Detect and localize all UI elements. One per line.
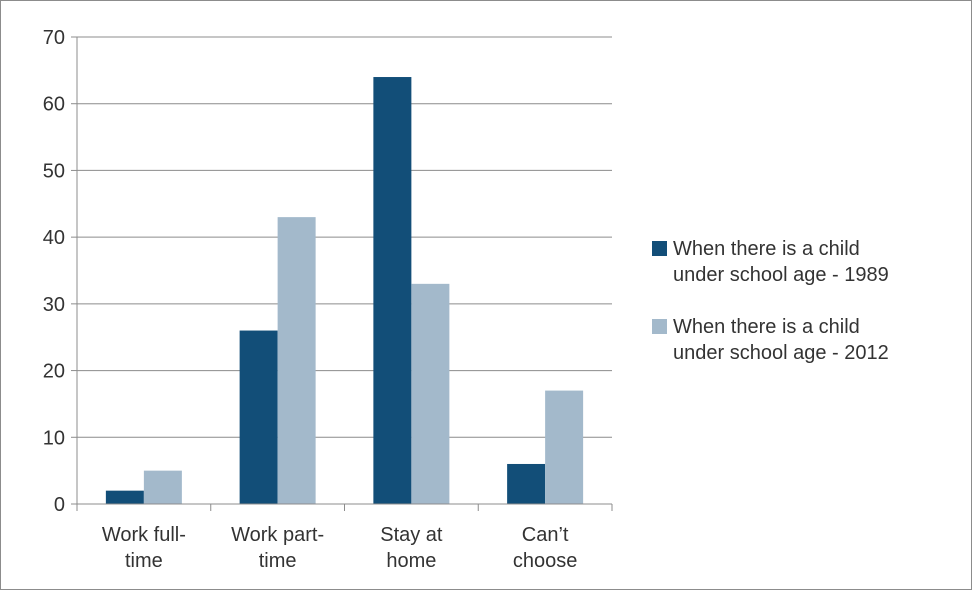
bar (143, 470, 182, 504)
legend-label: When there is a child under school age - … (673, 238, 889, 286)
x-category-label: Stay at home (380, 524, 443, 572)
y-tick-label: 30 (43, 294, 65, 316)
y-tick-label: 70 (43, 27, 65, 49)
axes (71, 36, 613, 511)
legend: When there is a child under school age - … (652, 238, 889, 364)
x-category-label: Work part-time (231, 524, 324, 572)
bar (277, 217, 316, 504)
x-category-label: Can’t choose (513, 524, 578, 572)
legend-swatch (652, 319, 667, 334)
y-tick-label: 20 (43, 361, 65, 383)
legend-swatch (652, 241, 667, 256)
y-tick-label: 60 (43, 94, 65, 116)
bar (411, 283, 450, 504)
y-tick-labels: 0 10 20 30 40 50 60 70 (43, 27, 65, 516)
bar (373, 77, 412, 505)
gridlines (77, 36, 612, 438)
y-tick-label: 10 (43, 427, 65, 449)
x-category-label: Work full-time (102, 524, 186, 572)
bar (507, 463, 546, 504)
y-tick-label: 50 (43, 160, 65, 182)
y-tick-label: 0 (54, 494, 65, 516)
legend-label: When there is a child under school age - … (673, 316, 889, 364)
y-tick-label: 40 (43, 227, 65, 249)
bars (105, 77, 584, 505)
x-tick-labels: Work full-time Work part-time Stay at home C… (102, 524, 578, 572)
bar (105, 490, 144, 504)
bar (545, 390, 584, 504)
bar (239, 330, 278, 504)
